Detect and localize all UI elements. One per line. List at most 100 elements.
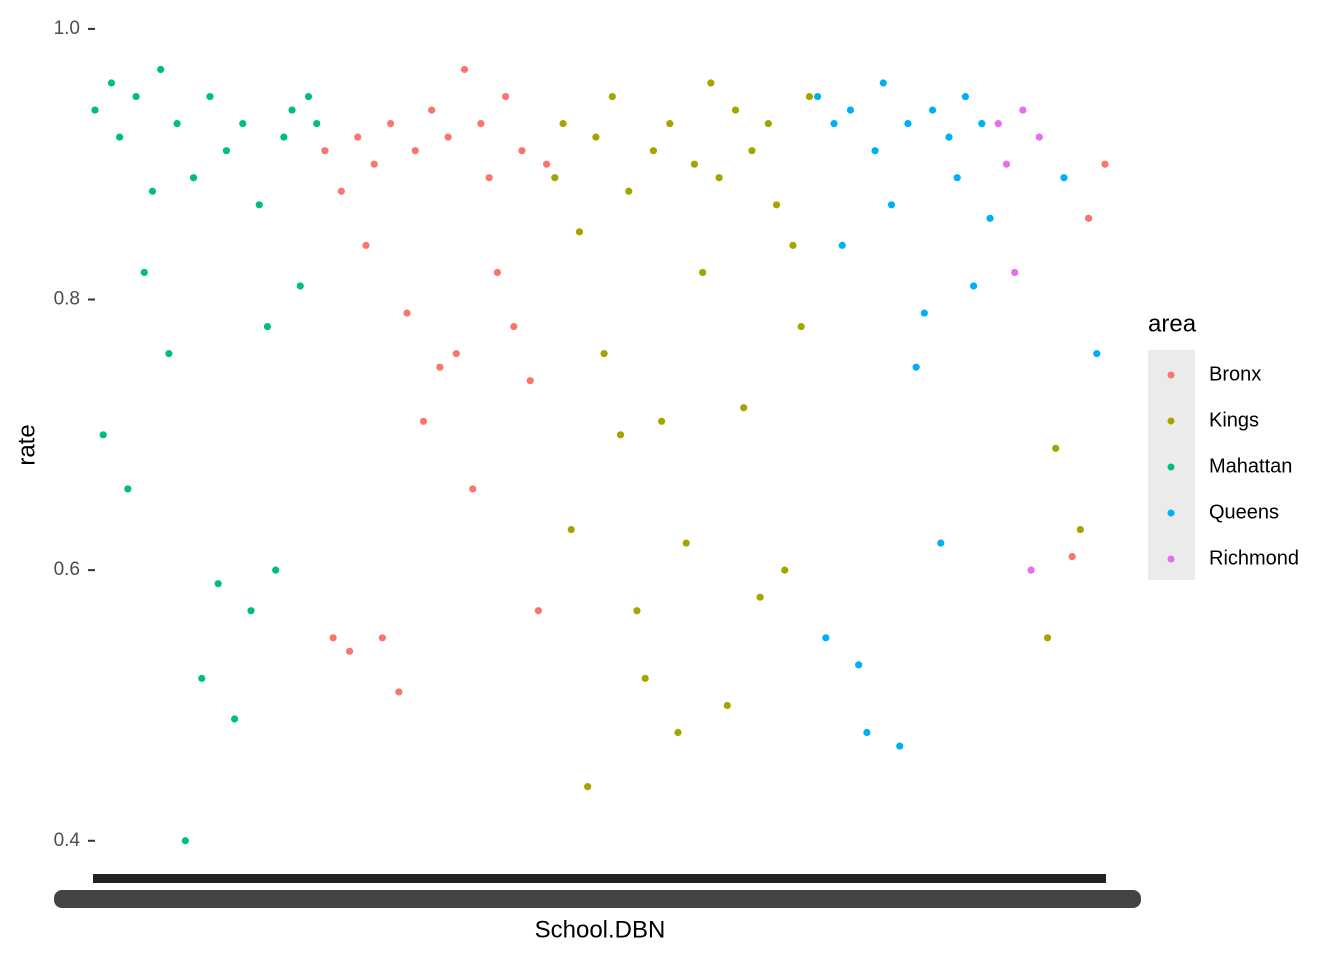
point [1002,160,1011,168]
point [395,688,403,696]
point [731,106,740,114]
point [1043,634,1052,642]
point [945,133,953,141]
y-tick-label: 0.4 [54,830,81,851]
point [1035,133,1043,141]
point [296,282,304,290]
point [748,147,756,155]
y-axis-title: rate [13,424,40,465]
point [362,241,370,249]
point [592,133,600,141]
point [222,147,230,155]
point [1093,350,1101,358]
legend-label: Bronx [1209,363,1261,385]
legend-label: Kings [1209,409,1259,431]
point [723,701,731,710]
point [1052,444,1060,452]
x-tick-labels-overlap [54,890,1141,908]
point [1027,566,1035,574]
point [756,593,764,601]
point [321,147,329,155]
point [345,647,354,655]
y-tick-label: 1.0 [54,18,80,39]
point [657,417,666,425]
legend-marker [1167,463,1175,471]
point [280,133,288,141]
point [994,120,1002,128]
point [616,431,625,439]
point [157,65,165,74]
point [485,174,493,182]
point [263,322,272,331]
point [428,106,436,114]
point [838,241,846,249]
point [198,674,206,682]
point [559,120,567,128]
y-tick-label: 0.8 [54,289,80,310]
point [740,404,748,412]
point [1068,553,1076,561]
point [419,417,428,425]
point [937,539,945,547]
point [707,79,715,87]
point [230,715,239,723]
legend-marker [1167,555,1175,563]
point [272,566,280,574]
point [814,92,822,101]
legend-label: Richmond [1209,547,1299,569]
point [1060,174,1068,182]
point [625,187,633,195]
point [313,120,321,128]
point [600,350,608,358]
point [173,120,181,128]
point [288,106,296,114]
x-axis-title: School.DBN [535,916,666,943]
point [99,431,107,439]
point [444,133,452,141]
point [928,106,937,114]
point [1084,214,1093,222]
point [863,728,871,737]
point [666,120,674,128]
point [452,350,460,358]
legend-label: Queens [1209,501,1279,523]
point [247,607,255,615]
point [329,634,337,642]
point [1019,106,1027,114]
point [378,634,386,642]
point [116,133,124,141]
x-axis-ticks [93,874,1106,883]
point [1076,525,1084,534]
point [682,539,690,547]
y-tick-label: 0.6 [54,559,80,580]
legend-marker [1167,371,1175,379]
point [575,228,584,236]
point [354,133,362,141]
legend-marker [1167,509,1175,517]
point [584,783,592,791]
point [846,106,855,114]
point [460,65,469,74]
point [805,92,813,101]
point [493,268,501,277]
point [978,120,986,128]
point [469,485,477,493]
point [510,322,518,331]
point [953,174,961,182]
point [148,187,157,195]
point [715,174,723,182]
legend-marker [1167,417,1175,425]
point [641,674,649,682]
point [961,92,970,101]
legend-title: area [1148,310,1197,337]
point [855,661,863,669]
point [140,268,148,277]
point [633,607,641,615]
point [822,634,830,642]
point [830,120,838,128]
point [304,92,313,101]
point [477,120,485,128]
point [699,268,707,277]
point [789,241,797,249]
